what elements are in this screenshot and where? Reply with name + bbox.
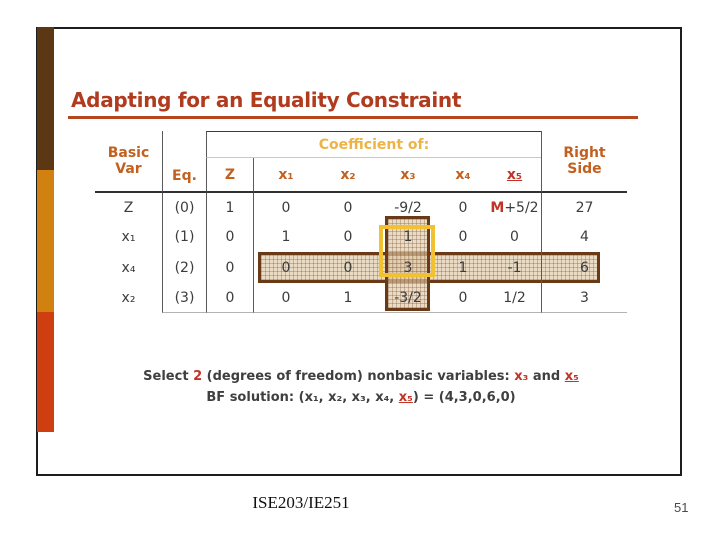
cell-x4: 0 (458, 199, 468, 216)
cell-x5: -1 (507, 259, 522, 276)
cell-x3: -3/2 (378, 283, 438, 313)
nonbasic-var-x5: x₅ (564, 369, 579, 384)
cell-x4: 0 (458, 229, 468, 245)
cell-x1: 0 (253, 193, 318, 222)
sidebar-segment-orange (37, 170, 54, 312)
slide-frame (36, 27, 682, 476)
note-line-1: Select 2 (degrees of freedom) nonbasic v… (95, 366, 627, 387)
header-col-x1: x₁ (253, 158, 318, 193)
note-segment: ) = (4,3,0,6,0) (412, 390, 516, 405)
page-number: 51 (674, 500, 689, 515)
note-segment: (degrees of freedom) nonbasic variables: (202, 369, 515, 384)
header-col-x4: x₄ (438, 158, 488, 193)
cell-basic-var: x₄ (121, 259, 136, 276)
cell-eq: (0) (162, 193, 206, 222)
cell-z: 1 (206, 193, 253, 222)
header-eq: Eq. (162, 131, 206, 193)
header-col-x5-label: x₅ (506, 166, 523, 183)
m-coefficient-rest: +5/2 (504, 199, 539, 216)
cell-x2: 1 (318, 283, 378, 313)
pivot-highlight-box (379, 225, 435, 277)
cell-x2: 0 (343, 229, 353, 245)
note-text: Select 2 (degrees of freedom) nonbasic v… (95, 366, 627, 408)
header-right-side: Right Side (541, 131, 627, 193)
cell-rhs: 3 (541, 283, 627, 313)
sidebar-segment-brown (37, 27, 54, 170)
header-col-x3: x₃ (378, 158, 438, 193)
column-highlight-band (385, 216, 430, 311)
header-col-x5: x₅ (488, 158, 541, 193)
cell-x5: 1/2 (488, 283, 541, 313)
cell-z: 0 (206, 283, 253, 313)
cell-rhs: 27 (541, 193, 627, 222)
cell-basic-var: x₂ (121, 290, 136, 306)
slide-title: Adapting for an Equality Constraint (71, 88, 462, 112)
cell-x3: 3 (403, 259, 413, 276)
cell-x1: 1 (253, 222, 318, 252)
cell-x1: 0 (253, 283, 318, 313)
cell-basic-var: x₁ (121, 229, 136, 245)
cell-rhs: 6 (541, 252, 627, 283)
nonbasic-var-x3: x₃ (514, 369, 529, 384)
sidebar-accent-bar (37, 27, 54, 432)
cell-x2: 0 (343, 259, 353, 276)
cell-basic-var: Z (123, 199, 134, 216)
cell-x2: 0 (343, 199, 353, 216)
cell-x4: 0 (438, 283, 488, 313)
big-m-symbol: M (490, 199, 505, 216)
header-col-z: Z (206, 158, 253, 193)
cell-rhs: 4 (541, 222, 627, 252)
note-segment: Select (143, 369, 194, 384)
note-line-2: BF solution: (x₁, x₂, x₃, x₄, x₅) = (4,3… (95, 387, 627, 408)
title-underline (68, 116, 638, 119)
header-basic-var: Basic Var (95, 131, 162, 193)
cell-eq: (3) (162, 283, 206, 313)
cell-x4: 1 (458, 259, 468, 276)
cell-z: 0 (206, 222, 253, 252)
bf-solution-x5: x₅ (398, 390, 413, 405)
footer-course-label: ISE203/IE251 (252, 493, 350, 512)
cell-x5: 0 (510, 229, 519, 245)
cell-eq: (2) (162, 252, 206, 283)
sidebar-segment-red (37, 312, 54, 432)
simplex-tableau: Basic Var Eq. Coefficient of: Right Side… (95, 131, 627, 313)
note-segment: BF solution: (x₁, x₂, x₃, x₄, (206, 390, 399, 405)
cell-x5-m-expression: M +5/2 (488, 193, 541, 222)
degrees-of-freedom-count: 2 (193, 369, 203, 384)
note-segment: and (528, 369, 565, 384)
cell-eq: (1) (162, 222, 206, 252)
header-col-x2: x₂ (318, 158, 378, 193)
cell-x3: 1 (403, 229, 413, 245)
header-coefficient-of: Coefficient of: (206, 131, 541, 158)
cell-z: 0 (206, 252, 253, 283)
cell-x3: -9/2 (394, 199, 422, 216)
cell-x1: 0 (253, 252, 318, 283)
